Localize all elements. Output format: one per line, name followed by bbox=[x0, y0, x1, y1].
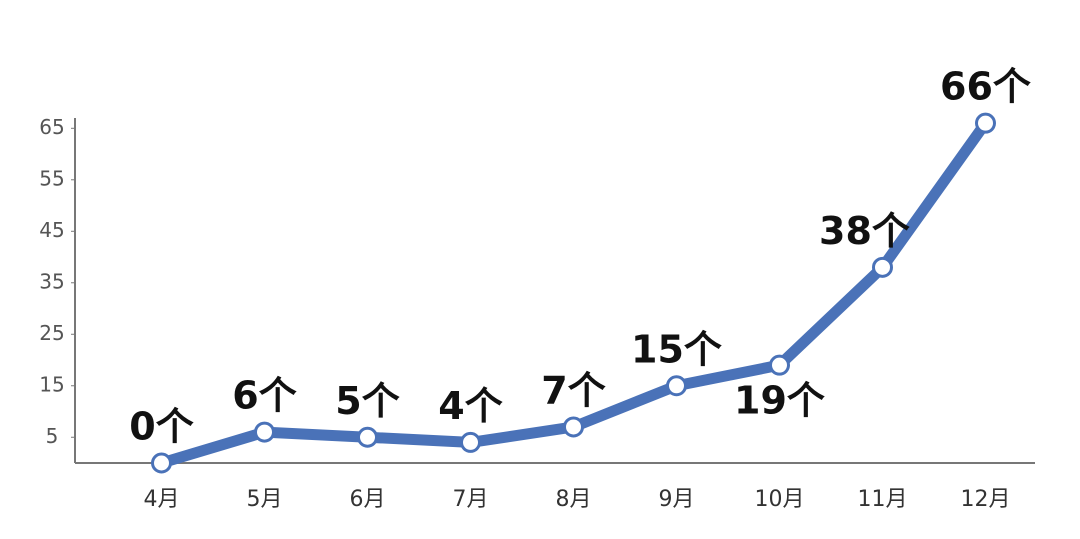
y-tick-label: 15 bbox=[39, 372, 64, 396]
value-label: 19个 bbox=[734, 379, 825, 423]
point bbox=[666, 375, 687, 397]
point bbox=[769, 354, 790, 376]
y-tick-label: 45 bbox=[39, 218, 64, 242]
x-tick-label: 9月 bbox=[659, 487, 695, 512]
value-label: 6个 bbox=[232, 374, 296, 418]
x-tick-label: 7月 bbox=[453, 487, 489, 512]
x-tick-label: 4月 bbox=[144, 487, 180, 512]
y-tick-label: 65 bbox=[39, 115, 64, 139]
value-label: 7个 bbox=[541, 368, 605, 412]
value-label: 4个 bbox=[438, 384, 502, 428]
point bbox=[563, 416, 584, 438]
x-tick-label: 8月 bbox=[556, 487, 592, 512]
y-tick-label: 55 bbox=[39, 166, 64, 190]
value-label: 38个 bbox=[819, 209, 910, 253]
y-tick-label: 25 bbox=[39, 321, 64, 345]
point bbox=[872, 256, 893, 278]
value-label: 5个 bbox=[335, 379, 399, 423]
y-tick-label: 5 bbox=[46, 424, 59, 448]
x-tick-label: 5月 bbox=[247, 487, 283, 512]
point bbox=[975, 112, 996, 134]
value-label: 66个 bbox=[940, 65, 1031, 109]
value-label: 15个 bbox=[631, 327, 722, 371]
x-tick-label: 10月 bbox=[755, 487, 805, 512]
point bbox=[357, 426, 378, 448]
x-tick-label: 6月 bbox=[350, 487, 386, 512]
value-label: 0个 bbox=[129, 405, 193, 449]
x-tick-label: 12月 bbox=[961, 487, 1011, 512]
point bbox=[460, 431, 481, 453]
y-tick-label: 35 bbox=[39, 269, 64, 293]
x-tick-label: 11月 bbox=[858, 487, 908, 512]
point bbox=[151, 452, 172, 474]
point bbox=[254, 421, 275, 443]
